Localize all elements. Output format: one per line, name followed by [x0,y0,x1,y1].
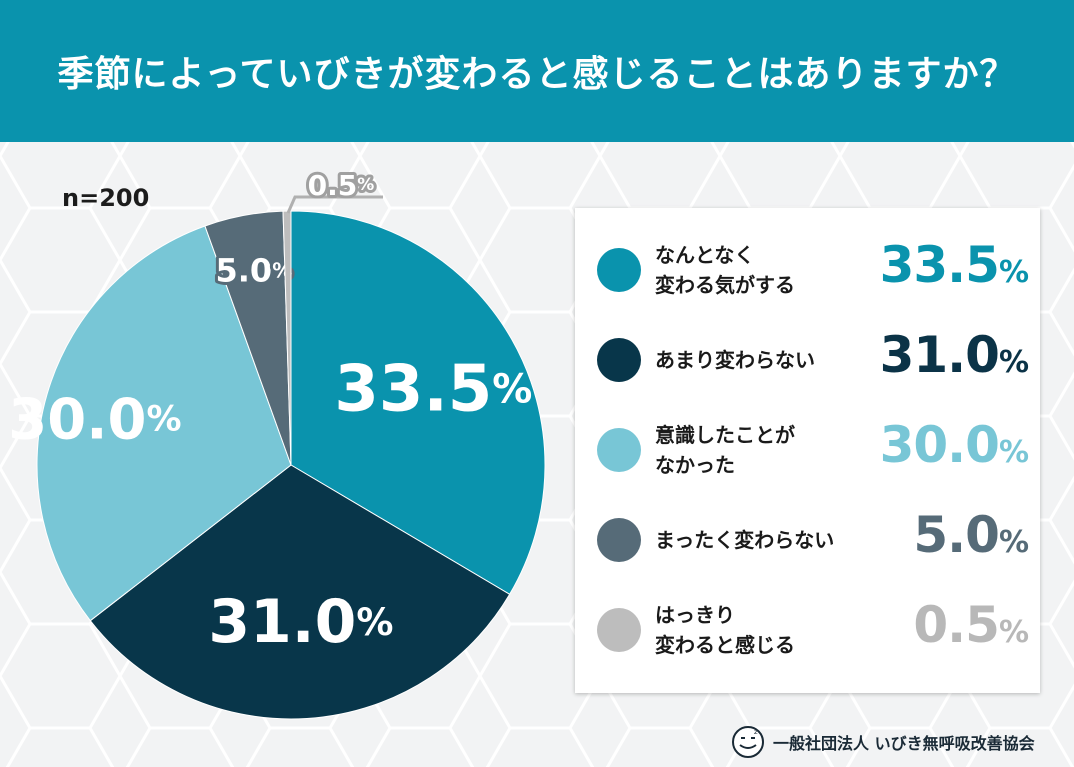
legend-label: はっきり 変わると感じる [655,603,795,657]
pie-chart: 33.5%31.0%30.0%5.0%0.5% [8,166,546,720]
legend-swatch [597,608,641,652]
pie-label-slice-5: 0.5% [308,169,375,202]
pie-label-slice-1: 33.5% [334,352,532,426]
legend-item-1: なんとなく 変わる気がする 33.5% [575,230,1040,310]
legend-label: まったく変わらない [655,528,835,552]
snoring-face-icon: z [732,726,764,758]
title-banner: 季節によっていびきが変わると感じることはありますか？ [0,0,1074,142]
legend-swatch [597,248,641,292]
legend: なんとなく 変わる気がする 33.5% あまり変わらない 31.0% 意識したことが な… [575,208,1040,693]
pie-slice-3 [36,225,292,622]
legend-swatch [597,518,641,562]
pie-label-slice-2: 31.0% [208,587,393,657]
svg-text:z: z [754,728,758,736]
legend-item-3: 意識したことが なかった 30.0% [575,410,1040,490]
legend-label: なんとなく 変わる気がする [655,243,795,297]
pie-slice-1 [290,210,546,595]
organization-name: 一般社団法人 いびき無呼吸改善協会 [773,734,1035,753]
legend-label: あまり変わらない [655,348,815,372]
pie-label-slice-3: 30.0% [8,387,181,452]
pie-slice-2 [89,464,511,720]
legend-swatch [597,338,641,382]
legend-swatch [597,428,641,472]
legend-value: 33.5% [879,236,1029,294]
page-title: 季節によっていびきが変わると感じることはありますか？ [57,54,1017,95]
legend-value: 0.5% [913,596,1029,654]
legend-item-5: はっきり 変わると感じる 0.5% [575,590,1040,670]
legend-label: 意識したことが なかった [655,423,795,477]
leader-line-slice-5 [286,195,383,214]
legend-value: 31.0% [879,326,1029,384]
pie-slice-5 [282,210,292,466]
legend-item-2: あまり変わらない 31.0% [575,320,1040,400]
sample-size-label: n=200 [62,184,150,212]
legend-value: 30.0% [879,416,1029,474]
footer-credit: z 一般社団法人 いびき無呼吸改善協会 [731,722,1035,762]
legend-item-4: まったく変わらない 5.0% [575,500,1040,580]
legend-value: 5.0% [913,506,1029,564]
